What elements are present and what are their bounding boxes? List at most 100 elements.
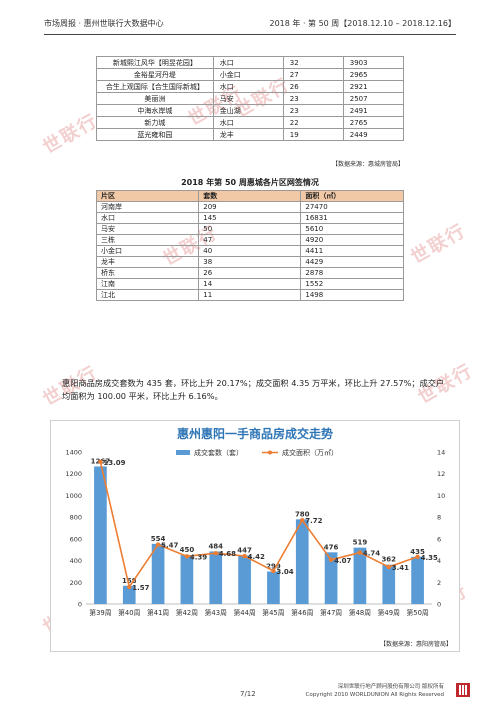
table-cell: 209	[198, 201, 302, 213]
bar	[180, 555, 194, 604]
line-data-label: 3.04	[276, 568, 293, 576]
table-cell: 11	[198, 289, 302, 301]
table-row: 江南 14 1552	[95, 278, 404, 290]
table-cell: 马安	[95, 223, 200, 235]
line-point	[98, 459, 103, 465]
right-axis-tick-label: 0	[437, 601, 441, 609]
left-axis-tick-label: 200	[70, 579, 82, 587]
table-cell: 小金口	[95, 245, 200, 257]
x-axis-tick-label: 第40周	[118, 608, 140, 617]
column-header: 套数	[198, 190, 302, 202]
table-cell: 2491	[342, 104, 405, 117]
bar-data-label: 450	[180, 546, 195, 554]
table-cell: 2965	[342, 68, 405, 81]
line-point	[357, 550, 363, 555]
page-header: 市场周报 · 惠州世联行大数据中心 2018 年 · 第 50 周【2018.1…	[44, 14, 456, 32]
table-cell: 22	[282, 116, 344, 129]
table-cell: 23	[282, 104, 344, 117]
table-cell: 新城熙江风华【明昱花园】	[96, 56, 214, 69]
right-axis-tick-label: 2	[437, 579, 441, 587]
legend-marker	[268, 450, 272, 455]
table-row: 新城熙江风华【明昱花园】 水口 32 3903	[96, 56, 405, 69]
left-axis-tick-label: 800	[70, 514, 82, 522]
table-cell: 16831	[300, 212, 404, 224]
table-row: 江北 11 1498	[95, 289, 404, 301]
table-cell: 江北	[95, 289, 200, 301]
copyright-line: Copyright 2010 WORLDUNION All Rights Res…	[305, 692, 444, 698]
left-axis-tick-label: 600	[70, 535, 82, 543]
left-axis-tick-label: 1400	[65, 449, 82, 457]
bar	[353, 547, 367, 604]
line-point	[155, 542, 161, 547]
table-cell: 1552	[300, 278, 404, 290]
line-data-label: 4.07	[334, 557, 351, 565]
line-data-label: 4.68	[219, 550, 236, 558]
left-axis-tick-label: 1200	[65, 470, 82, 478]
company-name: 深圳世联行地产顾问股份有限公司 版权所有	[337, 684, 444, 690]
table-cell: 3903	[342, 56, 405, 69]
line-point	[271, 568, 276, 574]
x-axis-tick-label: 第49周	[378, 608, 400, 617]
table-cell: 4411	[300, 245, 404, 257]
bar	[151, 543, 165, 604]
line-data-label: 4.35	[421, 554, 438, 562]
right-axis-tick-label: 6	[437, 535, 441, 543]
table-cell: 小金口	[212, 68, 284, 81]
table-cell: 2449	[342, 128, 405, 141]
table-row: 金裕星河丹堤 小金口 27 2965	[96, 68, 405, 81]
table-row: 小金口 40 4411	[95, 245, 404, 257]
table-row: 新力城 水口 22 2765	[96, 116, 405, 129]
line-point	[328, 557, 334, 563]
table-cell: 金裕星河丹堤	[96, 68, 214, 81]
table-cell: 2507	[342, 92, 405, 105]
table-row: 水口 145 16831	[95, 212, 404, 224]
bar-data-label: 435	[410, 548, 425, 556]
table-cell: 水口	[95, 212, 200, 224]
district-table: 片区 套数 面积（㎡） 河南岸 209 27470 水口 145 16831 马安 50 561…	[95, 190, 404, 301]
table-cell: 龙丰	[212, 128, 284, 141]
table-cell: 38	[198, 256, 302, 268]
bar-data-label: 299	[266, 563, 281, 571]
x-axis-tick-label: 第46周	[291, 608, 313, 617]
x-axis-tick-label: 第48周	[349, 608, 371, 617]
chart-frame	[50, 420, 460, 652]
bar-data-label: 484	[208, 542, 223, 550]
table-cell: 新力城	[96, 116, 214, 129]
bar-data-label: 554	[151, 535, 166, 543]
table-cell: 4920	[300, 234, 404, 246]
district-table-title: 2018 年第 50 周惠城各片区网签情况	[181, 178, 319, 187]
x-axis-tick-label: 第50周	[406, 608, 428, 617]
table-cell: 47	[198, 234, 302, 246]
page-number: 7/12	[240, 690, 256, 698]
line-point	[127, 584, 132, 590]
left-axis-tick-label: 400	[70, 557, 82, 565]
table-row: 蓝光雍和园 龙丰 19 2449	[96, 128, 405, 141]
legend-label: 成交套数（套）	[194, 448, 243, 457]
right-axis-tick-label: 8	[437, 514, 441, 522]
x-axis-tick-label: 第45周	[262, 608, 284, 617]
line-point	[242, 553, 247, 559]
line-data-label: 7.72	[305, 517, 322, 525]
bar	[324, 552, 338, 604]
table-cell: 27470	[300, 201, 404, 213]
legend-swatch-bars	[176, 450, 190, 455]
line-data-label: 4.39	[190, 553, 207, 561]
watermark: 世联行	[39, 110, 102, 159]
bar	[94, 466, 107, 604]
table-cell: 水口	[212, 116, 284, 129]
line-data-label: 5.47	[161, 542, 178, 550]
x-axis-tick-label: 第39周	[89, 608, 111, 617]
project-ranking-table: 新城熙江风华【明昱花园】 水口 32 3903 金裕星河丹堤 小金口 27 2965 合生上观国…	[96, 56, 405, 141]
right-axis-tick-label: 12	[437, 470, 445, 478]
bar	[267, 571, 280, 604]
left-axis-tick-label: 0	[78, 601, 82, 609]
x-axis-tick-label: 第43周	[205, 608, 227, 617]
table-row: 河南岸 209 27470	[95, 201, 404, 213]
table-cell: 23	[282, 92, 344, 105]
header-date-range: 2018 年 · 第 50 周【2018.12.10 – 2018.12.16】	[269, 19, 457, 28]
bar	[238, 555, 251, 604]
area-series-line	[99, 461, 418, 589]
bar-data-label: 519	[353, 539, 368, 547]
summary-paragraph: 惠阳商品房成交套数为 435 套，环比上升 20.17%；成交面积 4.35 万…	[62, 378, 445, 401]
copyright-notice: 深圳世联行地产顾问股份有限公司 版权所有 Copyright 2010 WORL…	[306, 683, 444, 699]
